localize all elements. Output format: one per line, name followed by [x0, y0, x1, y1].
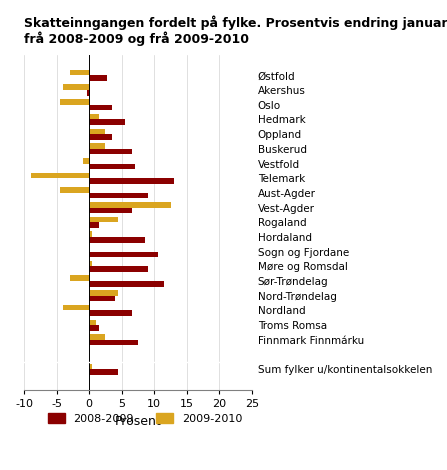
Bar — [89, 208, 131, 213]
Bar — [89, 231, 93, 237]
Text: Skatteinngangen fordelt på fylke. Prosentvis endring januar-februar
frå 2008-200: Skatteinngangen fordelt på fylke. Prosen… — [24, 15, 447, 47]
Bar — [89, 164, 135, 169]
Bar — [89, 340, 138, 345]
Bar — [89, 134, 112, 140]
Bar — [63, 85, 89, 90]
Bar — [89, 237, 144, 243]
Bar — [89, 334, 105, 340]
Bar — [89, 290, 118, 296]
Bar — [60, 99, 89, 105]
Bar — [89, 193, 148, 198]
Legend: 2008-2009, 2009-2010: 2008-2009, 2009-2010 — [43, 408, 246, 428]
Bar — [89, 149, 131, 155]
Bar — [89, 281, 164, 287]
Bar — [89, 369, 118, 375]
Bar — [30, 172, 89, 178]
Bar — [89, 202, 171, 208]
Bar — [83, 158, 89, 164]
Bar — [89, 296, 115, 301]
Bar — [89, 119, 125, 125]
Bar — [89, 129, 105, 134]
Bar — [89, 364, 93, 369]
Bar — [89, 251, 158, 257]
Bar — [89, 310, 131, 316]
Bar — [89, 178, 174, 184]
Bar — [70, 275, 89, 281]
Bar — [70, 70, 89, 75]
Bar — [89, 217, 118, 222]
Bar — [89, 261, 93, 266]
Bar — [89, 320, 96, 325]
Bar — [89, 325, 99, 331]
Bar — [89, 105, 112, 110]
Bar — [63, 305, 89, 310]
Bar — [89, 222, 99, 228]
Bar — [89, 143, 105, 149]
Bar — [89, 114, 99, 119]
Bar — [89, 266, 148, 272]
Bar — [89, 75, 107, 81]
X-axis label: Prosent: Prosent — [115, 415, 161, 428]
Bar — [87, 90, 89, 96]
Bar — [60, 188, 89, 193]
